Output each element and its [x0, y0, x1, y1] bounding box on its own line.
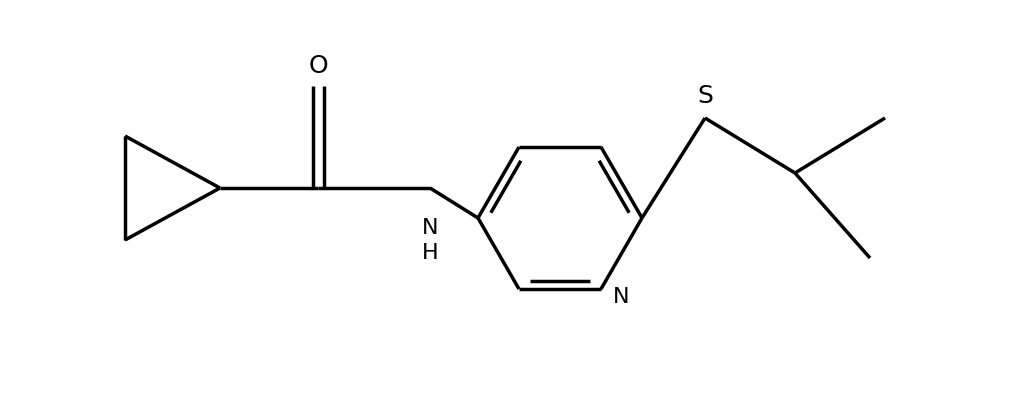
- Text: S: S: [697, 84, 712, 108]
- Text: N: N: [613, 287, 629, 307]
- Text: N: N: [422, 218, 438, 238]
- Text: O: O: [308, 54, 328, 78]
- Text: H: H: [422, 243, 438, 263]
